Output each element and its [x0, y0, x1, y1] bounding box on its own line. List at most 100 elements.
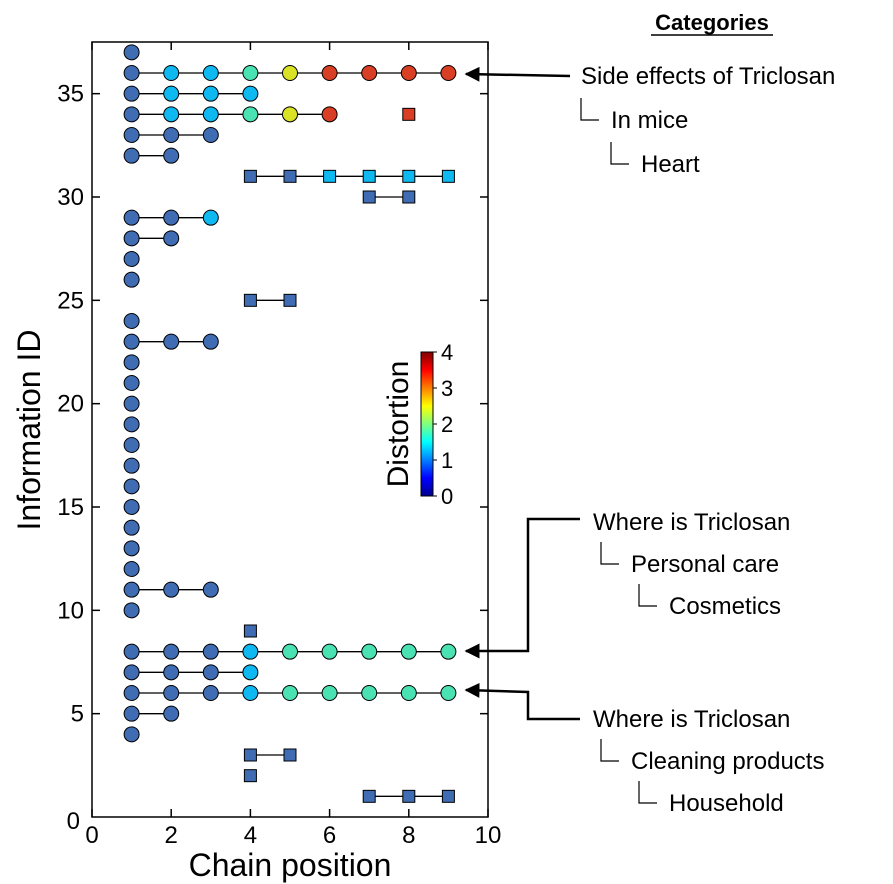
y-tick-label: 10 [57, 597, 84, 624]
data-point [123, 540, 140, 557]
data-point [163, 664, 180, 681]
data-point [321, 65, 338, 81]
data-point [163, 333, 180, 350]
data-point [123, 685, 140, 701]
data-point [163, 643, 180, 660]
category-arrow [464, 682, 580, 721]
data-point [123, 230, 140, 247]
data-point [123, 127, 140, 143]
hierarchy-connector [638, 781, 657, 804]
data-point [282, 643, 298, 660]
hierarchy-connector [600, 542, 619, 565]
data-point [123, 271, 140, 288]
data-point [321, 643, 338, 660]
data-point-square [243, 169, 257, 183]
x-tick-label: 4 [244, 822, 257, 849]
data-point-square [441, 789, 455, 803]
data-point [123, 478, 140, 495]
x-axis-title: Chain position [189, 847, 392, 883]
colorbar-tick-label: 1 [441, 448, 453, 473]
category-label: Side effects of Triclosan [581, 63, 835, 90]
data-point [163, 209, 180, 226]
data-point [242, 106, 259, 123]
category-label: Where is Triclosan [593, 509, 790, 536]
data-point [163, 127, 180, 143]
x-tick-label: 2 [165, 822, 178, 849]
colorbar-tick-label: 0 [441, 484, 453, 509]
data-point [282, 685, 298, 701]
category-arrow [464, 66, 571, 82]
data-point [282, 65, 298, 81]
x-tick-label: 6 [323, 822, 336, 849]
category-label: Cosmetics [669, 593, 781, 620]
y-tick-label: 25 [57, 287, 84, 314]
y-tick-label: 15 [57, 494, 84, 521]
data-point [163, 685, 180, 701]
colorbar: 0 1 2 3 4 Distortion [382, 340, 453, 509]
data-point [242, 685, 259, 701]
data-point [123, 147, 140, 164]
data-point [242, 85, 259, 102]
data-point [123, 209, 140, 226]
data-point [361, 65, 378, 81]
category-label: Where is Triclosan [593, 706, 790, 733]
data-point [202, 106, 219, 123]
data-point [123, 395, 140, 412]
y-tick-label: 20 [57, 391, 84, 418]
y-tick-label: 0 [67, 808, 80, 835]
data-point-square [243, 769, 257, 783]
data-point [202, 65, 219, 81]
x-tick-label: 8 [402, 822, 415, 849]
data-point [123, 705, 140, 722]
data-point-square [402, 107, 416, 121]
category-label: Cleaning products [631, 748, 824, 775]
data-point [123, 313, 140, 329]
data-point [202, 685, 219, 701]
data-point [361, 643, 378, 660]
hierarchy-connector [610, 142, 629, 165]
data-point [440, 685, 457, 701]
category-label: Household [669, 790, 784, 817]
data-point [123, 85, 140, 102]
data-point-square [283, 169, 297, 183]
data-point [202, 333, 219, 350]
data-point [400, 685, 417, 701]
data-point [163, 581, 180, 598]
data-point [202, 643, 219, 660]
categories-panel: Categories Side effects of Triclosan In m… [464, 10, 835, 817]
y-tick-label: 5 [71, 701, 84, 728]
data-point [123, 602, 140, 619]
category-label: Heart [641, 151, 700, 178]
data-point [400, 643, 417, 660]
data-point-square [362, 190, 376, 204]
colorbar-tick-label: 3 [441, 376, 453, 401]
colorbar-title: Distortion [382, 361, 415, 488]
x-tick-label: 0 [85, 822, 98, 849]
data-point [163, 147, 180, 164]
data-point-square [323, 169, 337, 183]
data-point [123, 44, 140, 61]
data-point [123, 354, 140, 371]
data-point [163, 85, 180, 102]
colorbar-tick-label: 2 [441, 412, 453, 437]
category-label: In mice [611, 107, 688, 134]
data-point [163, 106, 180, 123]
data-point [361, 685, 378, 701]
data-point [202, 209, 219, 226]
data-point [440, 643, 457, 660]
data-point [321, 685, 338, 701]
data-point [400, 65, 417, 81]
colorbar-gradient [420, 351, 434, 497]
data-point [163, 65, 180, 81]
data-point-square [441, 169, 455, 183]
category-label: Personal care [631, 551, 779, 578]
data-point [123, 581, 140, 598]
hierarchy-connector [580, 98, 599, 121]
data-point [202, 664, 219, 681]
data-point [242, 664, 259, 681]
data-point [123, 437, 140, 453]
data-point [123, 106, 140, 123]
data-point-square [362, 169, 376, 183]
data-point-square [283, 293, 297, 307]
data-point-square [402, 169, 416, 183]
